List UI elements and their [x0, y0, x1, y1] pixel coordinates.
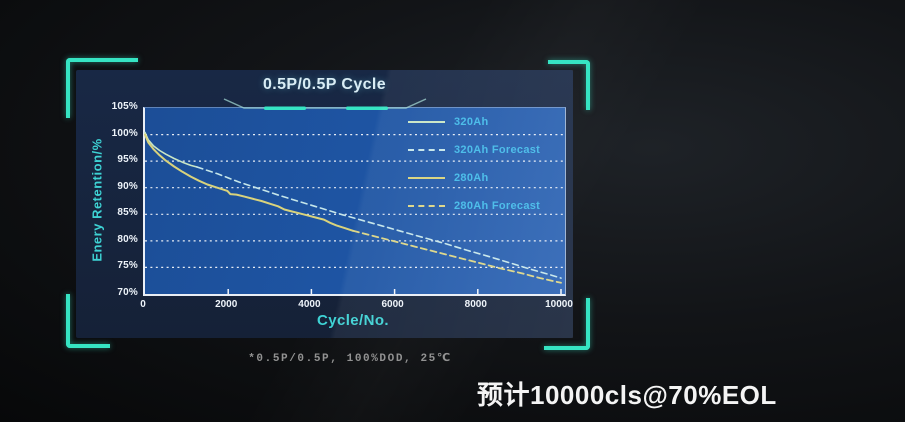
legend-label: 320Ah [454, 116, 489, 128]
test-conditions-footnote: *0.5P/0.5P, 100%DOD, 25℃ [248, 353, 452, 365]
y-tick-label-85: 85% [117, 207, 138, 219]
plot-area: 320Ah 320Ah Forecast 280Ah 280Ah Forecast [143, 107, 566, 296]
legend-label: 280Ah Forecast [454, 200, 541, 212]
x-tick-label-4000: 4000 [298, 299, 321, 310]
chart-panel: 0.5P/0.5P Cycle Enery Retention/% 105% 10… [76, 70, 573, 338]
x-tick-label-6000: 6000 [381, 299, 404, 310]
x-tick-label-8000: 8000 [464, 299, 487, 310]
legend-item-320ah-forecast: 320Ah Forecast [408, 136, 540, 164]
x-tick-label-0: 0 [140, 299, 146, 310]
chart-title: 0.5P/0.5P Cycle [262, 76, 387, 93]
series-line-320ah [144, 131, 198, 168]
y-tick-label-95: 95% [117, 154, 138, 166]
corner-bracket-top-left [66, 58, 138, 118]
x-tick-label-10000: 10000 [545, 299, 573, 310]
chart-legend: 320Ah 320Ah Forecast 280Ah 280Ah Forecast [408, 108, 540, 220]
series-line-280ah [144, 133, 354, 232]
legend-line-sample [408, 177, 445, 179]
legend-item-320ah: 320Ah [408, 108, 540, 136]
y-tick-label-80: 80% [117, 233, 138, 245]
y-tick-label-75: 75% [117, 260, 138, 272]
title-underline-decoration [223, 98, 426, 110]
corner-bracket-bottom-left [66, 294, 110, 348]
x-axis-title: Cycle/No. [317, 312, 389, 329]
legend-line-sample [408, 121, 445, 123]
series-line-320ah-forecast [196, 166, 562, 279]
series-line-280ah-forecast [352, 229, 562, 284]
eol-forecast-note: 预计10000cls@70%EOL [477, 380, 777, 410]
legend-item-280ah-forecast: 280Ah Forecast [408, 192, 540, 220]
corner-bracket-bottom-right [544, 298, 590, 350]
legend-label: 320Ah Forecast [454, 144, 541, 156]
y-tick-label-100: 100% [111, 127, 138, 139]
legend-line-sample [408, 149, 445, 151]
y-tick-label-70: 70% [117, 287, 138, 298]
legend-label: 280Ah [454, 172, 489, 184]
corner-bracket-top-right [548, 60, 590, 110]
x-tick-label-2000: 2000 [215, 299, 238, 310]
y-tick-label-90: 90% [117, 180, 138, 192]
legend-line-sample [408, 205, 445, 207]
y-tick-label-105: 105% [111, 101, 138, 112]
plot-svg [144, 131, 565, 294]
legend-item-280ah: 280Ah [408, 164, 540, 192]
